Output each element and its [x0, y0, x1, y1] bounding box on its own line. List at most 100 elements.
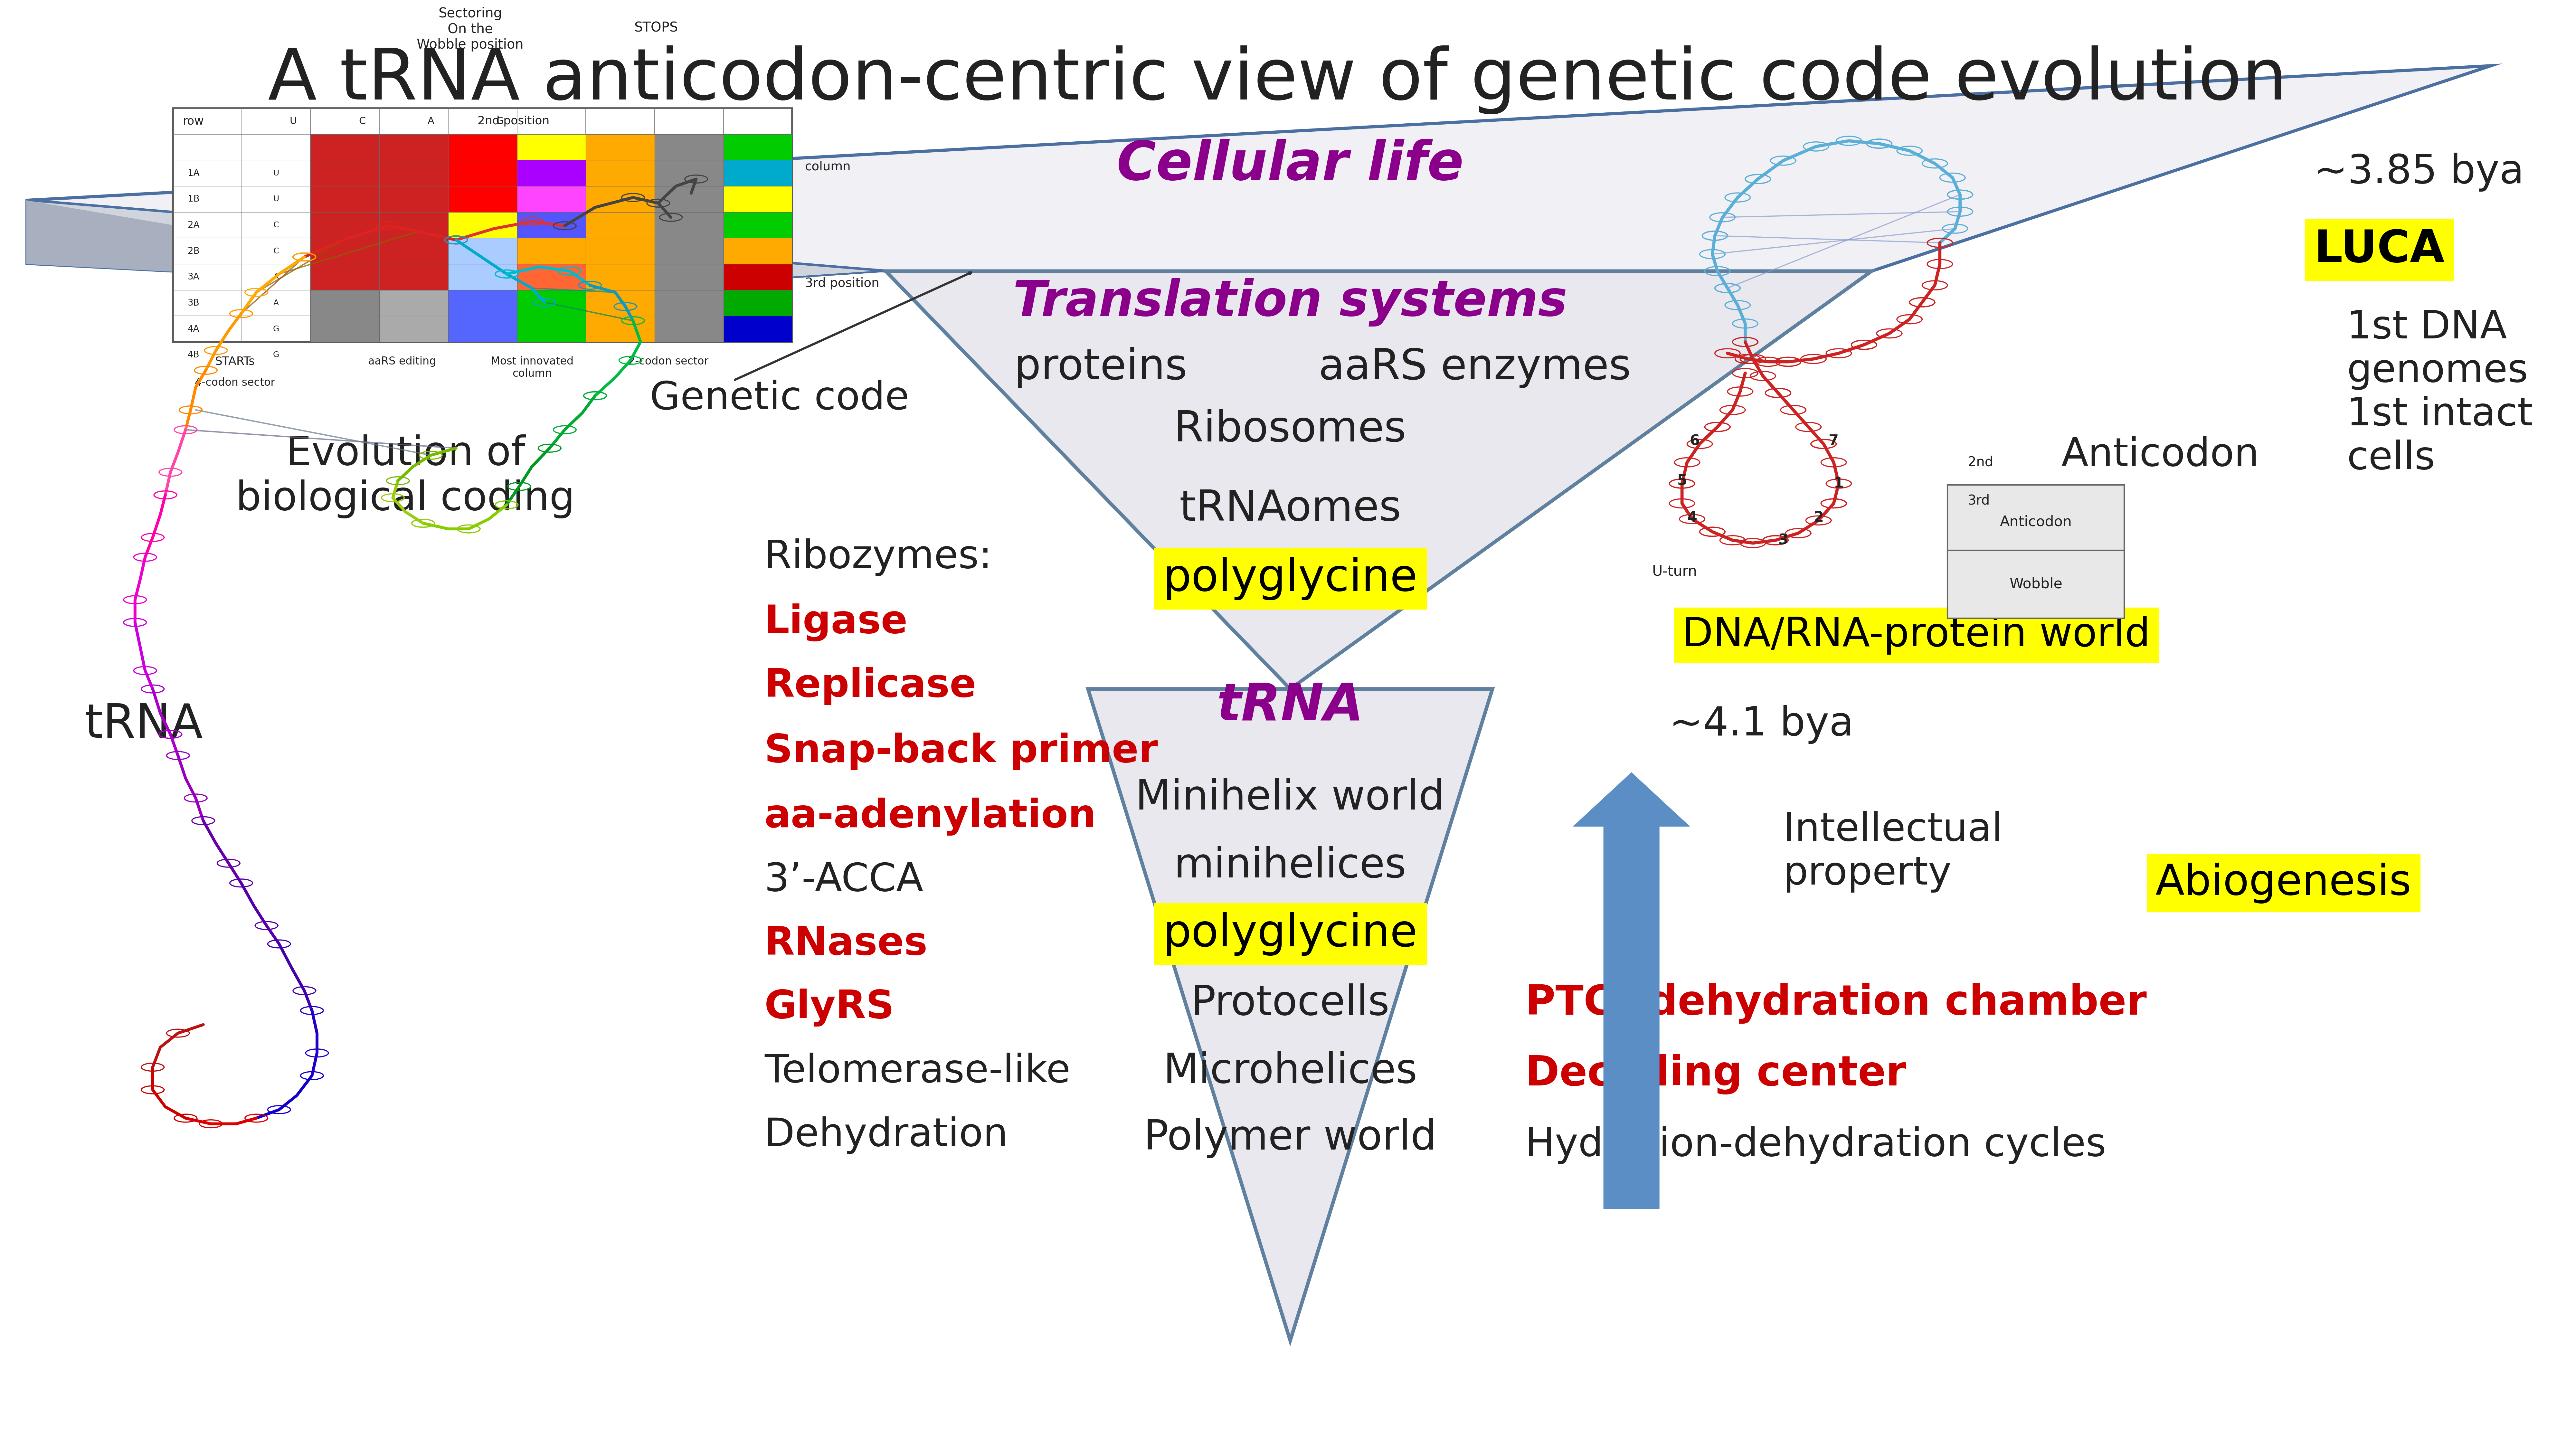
Text: STOPS: STOPS	[634, 22, 677, 35]
Text: polyglycine: polyglycine	[1162, 556, 1417, 600]
Text: proteins: proteins	[1015, 346, 1188, 388]
Bar	[518, 185, 585, 212]
Bar	[312, 161, 379, 185]
Text: Abiogenesis: Abiogenesis	[2156, 862, 2411, 904]
Bar	[518, 290, 585, 316]
Bar	[312, 316, 379, 342]
Text: C: C	[358, 116, 366, 126]
Text: Decoding center: Decoding center	[1525, 1053, 1906, 1094]
Text: C: C	[273, 222, 278, 229]
Bar	[312, 264, 379, 290]
Bar	[724, 290, 793, 316]
Bar	[724, 212, 793, 238]
Text: 3’-ACCA: 3’-ACCA	[765, 861, 922, 898]
Text: polyglycine: polyglycine	[1162, 913, 1417, 956]
Text: LUCA: LUCA	[2313, 227, 2445, 271]
Text: Most innovated
column: Most innovated column	[489, 356, 574, 380]
Text: A tRNA anticodon-centric view of genetic code evolution: A tRNA anticodon-centric view of genetic…	[268, 45, 2287, 114]
Polygon shape	[26, 65, 2491, 271]
Text: U: U	[289, 116, 296, 126]
Text: 4B: 4B	[188, 351, 198, 359]
Text: column: column	[804, 161, 850, 172]
Bar	[448, 290, 518, 316]
Bar	[724, 135, 793, 161]
FancyBboxPatch shape	[1947, 485, 2125, 559]
Text: 3: 3	[1777, 533, 1788, 548]
Bar	[448, 185, 518, 212]
Bar	[724, 238, 793, 264]
Text: DNA/RNA-protein world: DNA/RNA-protein world	[1682, 616, 2151, 655]
Text: 3A: 3A	[188, 272, 198, 281]
Text: aaRS enzymes: aaRS enzymes	[1319, 346, 1631, 388]
Text: G: G	[273, 351, 278, 359]
Bar	[518, 264, 585, 290]
Bar	[312, 212, 379, 238]
Text: A: A	[273, 298, 278, 307]
Bar	[585, 135, 654, 161]
Text: Ribozymes:: Ribozymes:	[765, 539, 992, 577]
Bar	[379, 212, 448, 238]
Text: ~4.1 bya: ~4.1 bya	[1669, 704, 1855, 743]
Text: Evolution of
biological coding: Evolution of biological coding	[237, 435, 574, 519]
Text: 3rd: 3rd	[1968, 494, 1991, 507]
Bar	[724, 264, 793, 290]
Text: 1: 1	[1834, 477, 1844, 491]
Text: U-turn: U-turn	[1651, 565, 1698, 578]
Text: 2A: 2A	[188, 220, 198, 229]
Text: Anticodon: Anticodon	[2061, 436, 2259, 474]
Bar	[312, 238, 379, 264]
Text: row: row	[183, 116, 204, 126]
Bar	[654, 135, 724, 161]
Polygon shape	[1087, 688, 1492, 1340]
Bar	[312, 185, 379, 212]
Text: Minihelix world: Minihelix world	[1136, 778, 1445, 819]
Bar	[585, 290, 654, 316]
Text: Hydration-dehydration cycles: Hydration-dehydration cycles	[1525, 1126, 2107, 1164]
Text: Intellectual
property: Intellectual property	[1783, 811, 2002, 893]
Bar	[448, 264, 518, 290]
Text: U: U	[273, 196, 278, 203]
Polygon shape	[26, 200, 569, 293]
Text: 3rd position: 3rd position	[804, 277, 878, 290]
Text: Sectoring
On the
Wobble position: Sectoring On the Wobble position	[417, 7, 523, 52]
Text: aa-adenylation: aa-adenylation	[765, 797, 1097, 836]
Text: minihelices: minihelices	[1175, 846, 1406, 887]
Bar	[448, 238, 518, 264]
Bar	[654, 264, 724, 290]
Bar	[585, 185, 654, 212]
Bar	[448, 161, 518, 185]
Text: A: A	[273, 274, 278, 281]
Bar	[585, 264, 654, 290]
Text: 1B: 1B	[188, 194, 198, 204]
Text: 4: 4	[1687, 510, 1698, 525]
Bar	[448, 212, 518, 238]
Text: 1A: 1A	[188, 168, 198, 178]
Text: Polymer world: Polymer world	[1144, 1117, 1437, 1158]
Text: ~3.85 bya: ~3.85 bya	[2313, 152, 2524, 191]
Bar	[379, 264, 448, 290]
Text: 4A: 4A	[188, 325, 198, 333]
Bar	[585, 161, 654, 185]
Text: Snap-back primer: Snap-back primer	[765, 732, 1157, 769]
Text: 6: 6	[1690, 435, 1700, 448]
Text: Dehydration: Dehydration	[765, 1116, 1007, 1153]
Bar	[518, 238, 585, 264]
Bar	[654, 212, 724, 238]
Bar	[724, 185, 793, 212]
Bar	[585, 238, 654, 264]
Text: tRNA: tRNA	[85, 701, 204, 748]
FancyBboxPatch shape	[1947, 551, 2125, 619]
Bar	[654, 290, 724, 316]
Text: G: G	[497, 116, 502, 126]
Text: PTC=dehydration chamber: PTC=dehydration chamber	[1525, 982, 2146, 1023]
Text: C: C	[273, 248, 278, 255]
Text: tRNA: tRNA	[1216, 681, 1363, 730]
Text: tRNAomes: tRNAomes	[1180, 488, 1401, 529]
Text: 2nd: 2nd	[1968, 455, 1994, 469]
Bar	[379, 316, 448, 342]
Text: Ribosomes: Ribosomes	[1175, 409, 1406, 451]
Text: Cellular life: Cellular life	[1118, 139, 1463, 191]
Bar	[724, 161, 793, 185]
Text: RNases: RNases	[765, 924, 927, 962]
Polygon shape	[886, 271, 1873, 688]
